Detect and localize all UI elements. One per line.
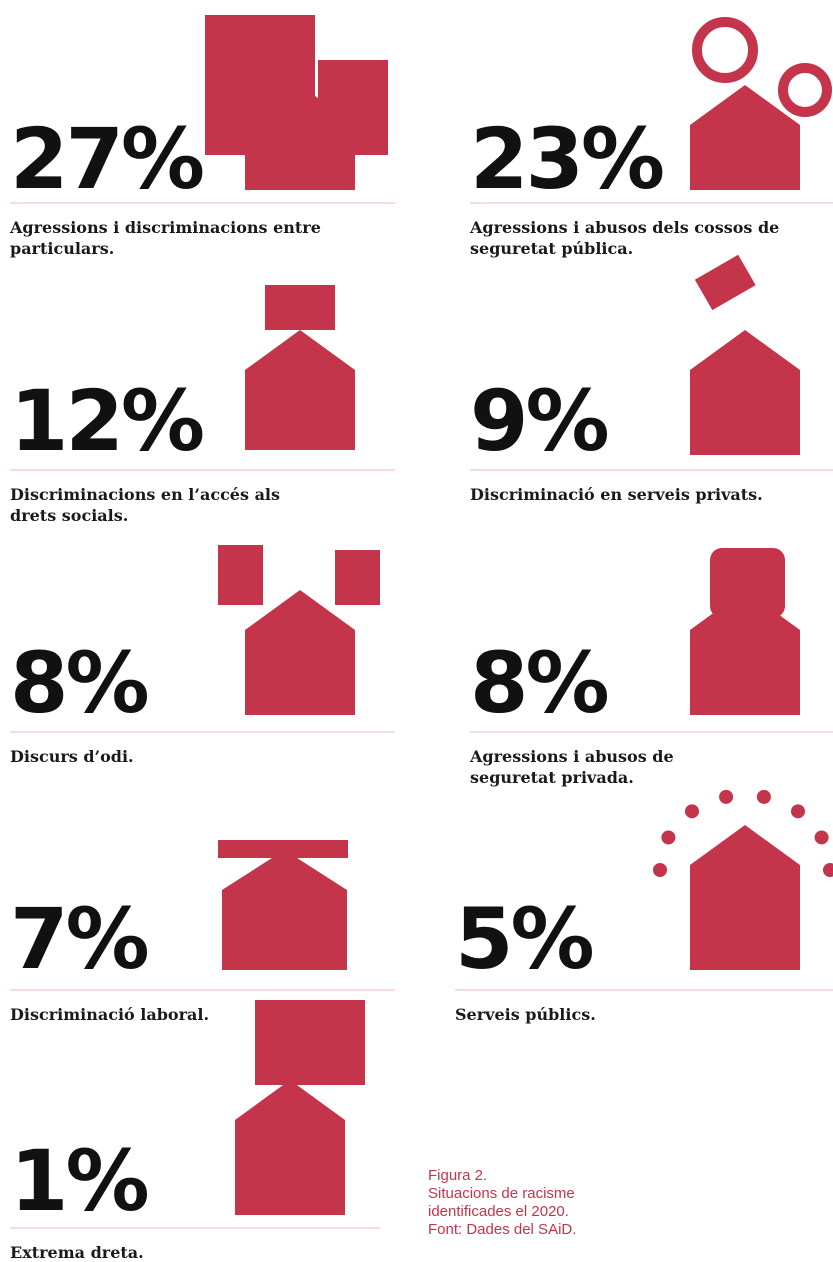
star-icon <box>757 790 771 804</box>
label: particulars. <box>10 239 114 258</box>
house-icon <box>222 850 347 970</box>
handcuff-icon <box>697 22 753 78</box>
label: seguretat pública. <box>470 239 633 258</box>
media-icon <box>218 545 263 605</box>
house-icon <box>245 590 355 715</box>
house-icon <box>690 825 800 970</box>
caption: Situacions de racisme <box>428 1185 575 1202</box>
label: Extrema dreta. <box>10 1243 144 1262</box>
label: drets socials. <box>10 506 128 525</box>
star-icon <box>823 863 833 877</box>
caption: identificades el 2020. <box>428 1203 569 1220</box>
label: Agressions i abusos de <box>469 747 674 766</box>
bus-icon <box>710 548 785 618</box>
percent: 5% <box>455 890 592 988</box>
percent: 7% <box>10 890 147 988</box>
infographic: 27% Agressions i discriminacions entre par… <box>0 0 833 1262</box>
building-icon <box>205 15 315 155</box>
star-icon <box>661 830 675 844</box>
handcuff-icon <box>783 68 827 112</box>
book-icon <box>265 285 335 330</box>
star-icon <box>815 830 829 844</box>
media-icon <box>335 550 380 605</box>
house-icon <box>690 330 800 455</box>
toolbox-top <box>218 840 348 858</box>
label: Agressions i abusos dels cossos de <box>469 218 779 237</box>
flag-icon <box>255 1000 365 1085</box>
label: Discurs d’odi. <box>10 747 134 766</box>
star-icon <box>685 804 699 818</box>
star-icon <box>653 863 667 877</box>
percent: 27% <box>10 110 203 208</box>
house-icon <box>245 330 355 450</box>
caption: Figura 2. <box>428 1167 487 1184</box>
star-icon <box>791 804 805 818</box>
caption: Font: Dades del SAiD. <box>428 1221 576 1238</box>
house-icon <box>235 1080 345 1215</box>
percent: 1% <box>10 1132 147 1230</box>
percent: 23% <box>470 110 663 208</box>
percent: 9% <box>470 372 607 470</box>
label: seguretat privada. <box>470 768 634 787</box>
label: Discriminació en serveis privats. <box>470 485 763 504</box>
label: Discriminacions en l’accés als <box>10 485 280 504</box>
money-icon <box>695 255 756 310</box>
label: Serveis públics. <box>455 1005 596 1024</box>
label: Agressions i discriminacions entre <box>9 218 321 237</box>
star-icon <box>719 790 733 804</box>
label: Discriminació laboral. <box>10 1005 209 1024</box>
percent: 8% <box>470 634 607 732</box>
percent: 12% <box>10 372 203 470</box>
percent: 8% <box>10 634 147 732</box>
building-icon <box>318 60 388 155</box>
